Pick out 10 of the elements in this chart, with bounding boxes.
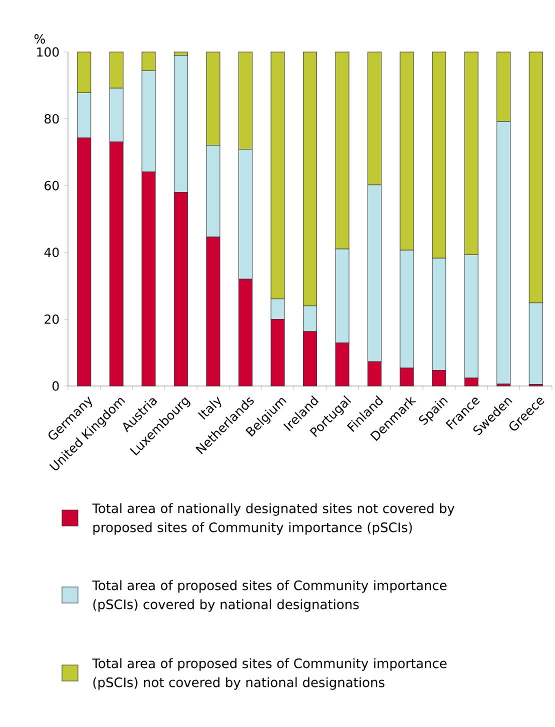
y-tick-label: 40 <box>44 248 59 258</box>
y-tick-label: 20 <box>44 314 59 324</box>
legend-label: Total area of proposed sites of Community importance (pSCIs) not covered by national designations <box>92 658 447 690</box>
y-axis-title: % <box>34 34 45 44</box>
legend-label: Total area of nationally designated sites not covered by proposed sites of Community importance (pSCIs) <box>92 503 454 535</box>
y-tick-label: 100 <box>37 47 59 57</box>
y-tick-label: 60 <box>44 180 59 190</box>
y-tick-label: 0 <box>52 381 59 391</box>
y-tick-label: 80 <box>44 114 59 124</box>
legend-label: Total area of proposed sites of Community importance (pSCIs) covered by national designations <box>92 580 447 612</box>
